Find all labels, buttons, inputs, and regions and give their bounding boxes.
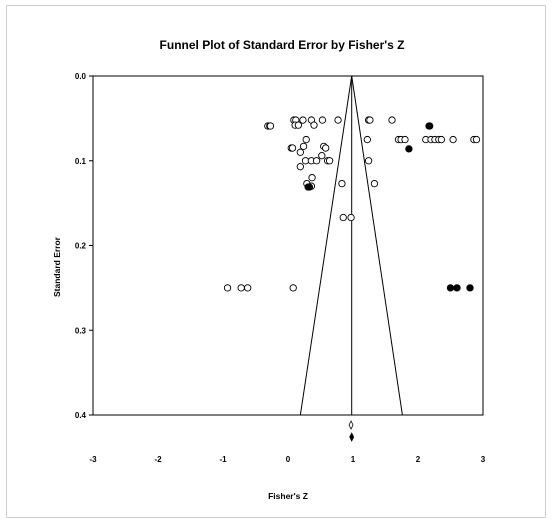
- y-tick-label: 0.4: [75, 411, 87, 420]
- study-point: [237, 284, 245, 292]
- study-point: [289, 284, 297, 292]
- x-tick-label: -3: [89, 455, 97, 464]
- study-point: [449, 135, 457, 144]
- study-point: [325, 157, 334, 165]
- study-point: [370, 179, 379, 188]
- study-point: [318, 152, 326, 160]
- y-tick-label: 0.0: [75, 72, 87, 81]
- imputed-study-point: [305, 183, 314, 191]
- study-point: [347, 213, 355, 222]
- funnel-line-right: [351, 75, 403, 416]
- study-point: [266, 122, 275, 130]
- study-point: [302, 135, 310, 144]
- study-point: [472, 135, 481, 144]
- x-tick-label: -1: [219, 455, 227, 464]
- y-tick-label: 0.1: [75, 157, 87, 166]
- study-point: [388, 116, 396, 124]
- study-point: [366, 116, 374, 124]
- x-tick-label: 1: [351, 455, 356, 464]
- study-point: [296, 163, 304, 171]
- study-point: [364, 157, 373, 165]
- study-point: [223, 284, 232, 292]
- study-point: [296, 148, 304, 156]
- study-point: [322, 144, 330, 152]
- x-tick-label: -2: [154, 455, 162, 464]
- imputed-study-point: [405, 145, 413, 153]
- study-point: [334, 116, 342, 124]
- observed-summary-diamond: [348, 420, 354, 430]
- study-point: [363, 135, 371, 144]
- study-point: [288, 144, 297, 152]
- study-point: [312, 157, 321, 165]
- y-tick-label: 0.3: [75, 326, 87, 335]
- study-point: [437, 135, 446, 144]
- chart-frame: [6, 5, 546, 518]
- study-point: [299, 116, 307, 124]
- funnel-line-left: [299, 75, 353, 416]
- x-axis-label: Fisher's Z: [268, 491, 308, 501]
- x-tick-label: 3: [481, 455, 486, 464]
- study-point: [401, 135, 409, 144]
- study-point: [338, 179, 346, 188]
- imputed-study-point: [466, 284, 474, 292]
- study-point: [308, 174, 316, 182]
- x-tick-label: 2: [416, 455, 421, 464]
- y-axis-label: Standard Error: [52, 236, 62, 297]
- study-point: [244, 284, 252, 292]
- study-point: [339, 213, 347, 222]
- study-point: [318, 116, 327, 124]
- imputed-study-point: [453, 284, 461, 292]
- study-point: [294, 121, 303, 129]
- plot-area: [92, 75, 484, 416]
- study-point: [310, 121, 318, 129]
- y-tick-label: 0.2: [75, 242, 87, 251]
- study-point: [299, 142, 308, 150]
- chart-title: Funnel Plot of Standard Error by Fisher'…: [160, 38, 405, 52]
- imputed-study-point: [446, 284, 455, 292]
- imputed-study-point: [426, 122, 434, 130]
- adjusted-summary-diamond: [349, 432, 355, 442]
- x-tick-label: 0: [286, 455, 291, 464]
